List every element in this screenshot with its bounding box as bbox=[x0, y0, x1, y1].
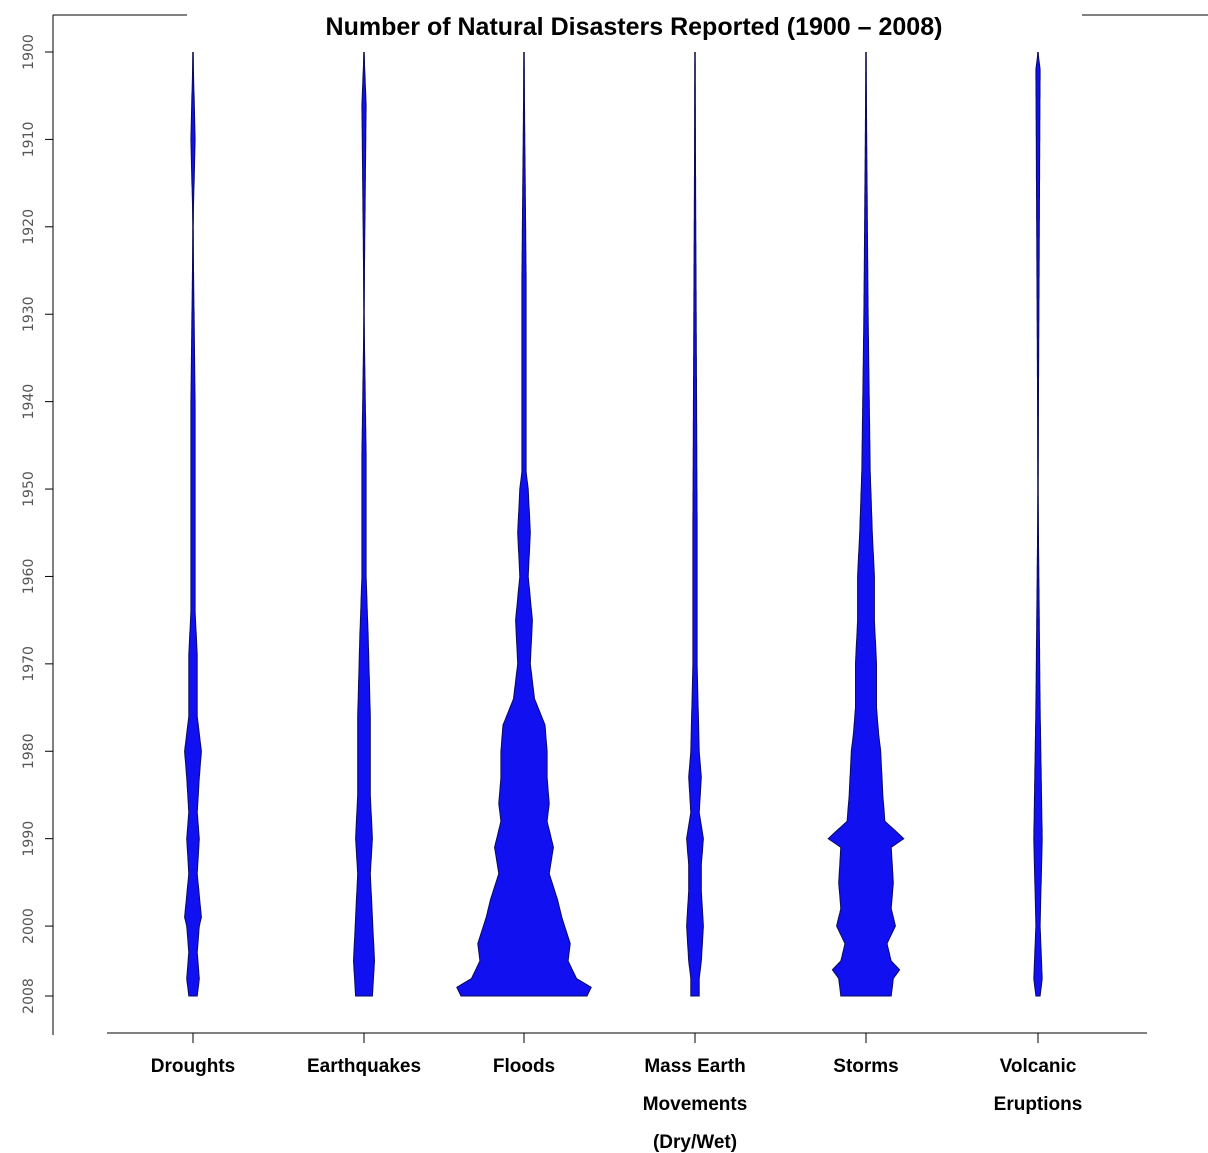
category-label: Droughts bbox=[151, 1056, 235, 1077]
category-label: Movements bbox=[643, 1094, 748, 1115]
category-label: (Dry/Wet) bbox=[653, 1132, 737, 1153]
y-tick-label: 1920 bbox=[21, 209, 37, 245]
y-tick-label: 1970 bbox=[21, 646, 37, 682]
plot-frame bbox=[52, 14, 1208, 1035]
y-tick-label: 1990 bbox=[21, 821, 37, 857]
category-label: Earthquakes bbox=[307, 1056, 421, 1077]
y-tick-label: 2008 bbox=[21, 978, 37, 1014]
category-label: Storms bbox=[833, 1056, 898, 1077]
violin-shape bbox=[352, 51, 376, 997]
violin-shape bbox=[456, 52, 592, 997]
y-tick-label: 1980 bbox=[21, 733, 37, 769]
violin-shape bbox=[827, 52, 905, 997]
y-tick-label: 1940 bbox=[21, 384, 37, 420]
y-tick-label: 2000 bbox=[21, 908, 37, 944]
category-label: Volcanic bbox=[1000, 1056, 1077, 1077]
y-tick-label: 1950 bbox=[21, 471, 37, 507]
violin-shape bbox=[1033, 51, 1043, 997]
violin-shape bbox=[686, 52, 704, 997]
y-tick-label: 1930 bbox=[21, 296, 37, 332]
y-tick-label: 1910 bbox=[21, 122, 37, 158]
category-label: Floods bbox=[493, 1056, 555, 1077]
y-axis: 1900 1910 1920 1930 1940 1950 1960 1970 1980 1990… bbox=[21, 34, 53, 1014]
violin-shape bbox=[184, 51, 202, 997]
violin-group bbox=[184, 51, 1043, 997]
chart-title: Number of Natural Disasters Reported (19… bbox=[326, 13, 943, 41]
category-label: Eruptions bbox=[994, 1094, 1083, 1115]
y-tick-label: 1960 bbox=[21, 559, 37, 595]
x-axis: Droughts Earthquakes Floods Mass Earth Movem… bbox=[151, 1033, 1083, 1153]
category-label: Mass Earth bbox=[644, 1056, 745, 1077]
y-tick-label: 1900 bbox=[21, 34, 37, 70]
